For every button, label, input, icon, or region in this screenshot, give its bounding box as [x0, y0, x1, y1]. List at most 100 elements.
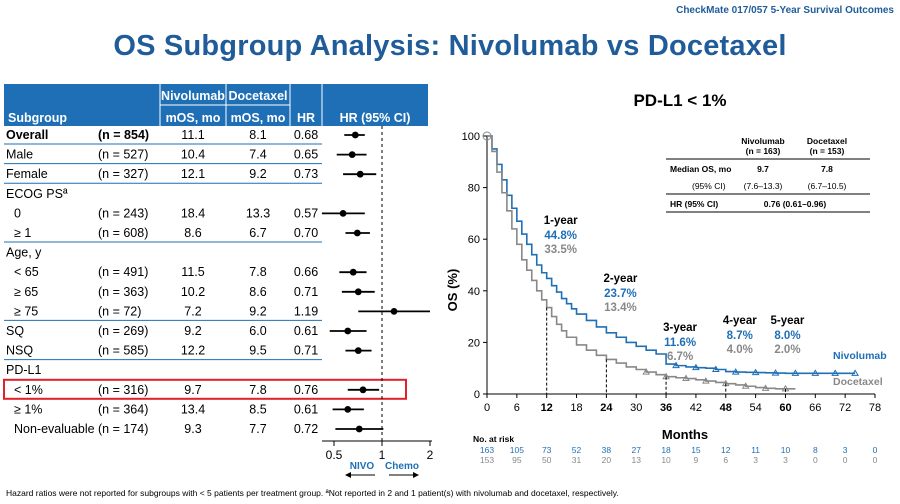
highlight-box [3, 378, 407, 400]
row-label: ≥ 1 [14, 226, 31, 240]
row-n: (n = 269) [98, 324, 148, 338]
sum-ci-label: (95% CI) [692, 181, 726, 191]
row-nivo-mos: 8.6 [184, 226, 201, 240]
at-risk-doce: 3 [753, 455, 758, 465]
x-tick-label: 6 [514, 402, 520, 414]
sum-doce-n: (n = 153) [810, 146, 845, 156]
row-doce-mos: 8.1 [249, 128, 266, 142]
at-risk-doce: 31 [572, 455, 582, 465]
row-hr: 1.19 [294, 304, 318, 318]
x-tick-label: 48 [720, 402, 732, 414]
row-nivo-mos: 18.4 [181, 206, 205, 220]
at-risk-nivo: 105 [510, 445, 524, 455]
at-risk-doce: 0 [873, 455, 878, 465]
milestone-doce: 4.0% [727, 344, 753, 356]
censor-mark [672, 361, 680, 369]
milestone-label: 4-year [723, 315, 757, 327]
at-risk-nivo: 15 [691, 445, 701, 455]
row-hr: 0.61 [294, 324, 318, 338]
milestone-nivo: 44.8% [544, 230, 577, 242]
row-hr: 0.57 [294, 206, 318, 220]
milestone-nivo: 8.0% [774, 330, 800, 342]
row-n: (n = 174) [98, 422, 148, 436]
col-subgroup: Subgroup [8, 111, 67, 125]
forest-plot: Nivolumab Docetaxel Subgroup mOS, mo mOS… [3, 84, 434, 478]
row-n: (n = 363) [98, 285, 148, 299]
col-hr: HR [297, 111, 315, 125]
censor-mark [771, 369, 780, 376]
hr-point [356, 170, 364, 178]
at-risk-doce: 95 [512, 455, 522, 465]
row-doce-mos: 8.5 [249, 402, 266, 416]
row-n: (n = 243) [98, 206, 148, 220]
at-risk-nivo: 10 [781, 445, 791, 455]
row-doce-mos: 7.8 [249, 265, 266, 279]
hr-point [344, 327, 352, 335]
row-hr: 0.76 [294, 383, 318, 397]
row-doce-mos: 7.4 [249, 148, 266, 162]
at-risk-label: No. at risk [473, 434, 514, 444]
censor-mark [751, 368, 760, 376]
censor-mark [741, 382, 750, 389]
row-hr: 0.65 [294, 148, 318, 162]
censor-mark [692, 363, 700, 371]
at-risk-nivo: 3 [843, 445, 848, 455]
km-ylabel: OS (%) [445, 269, 460, 312]
row-label: Non-evaluable [14, 422, 95, 436]
row-doce-mos: 9.2 [249, 167, 266, 181]
hr-point [353, 229, 361, 237]
x-tick-label: 18 [570, 402, 582, 414]
row-nivo-mos: 12.1 [181, 167, 205, 181]
at-risk-nivo: 11 [751, 445, 760, 455]
row-label: ≥ 65 [14, 285, 38, 299]
milestone-label: 2-year [603, 273, 637, 285]
row-n: (n = 316) [98, 383, 148, 397]
at-risk-doce: 6 [723, 455, 728, 465]
milestone-nivo: 23.7% [604, 288, 637, 300]
milestone-doce: 6.7% [667, 351, 693, 363]
row-hr: 0.66 [294, 265, 318, 279]
at-risk-nivo: 163 [480, 445, 494, 455]
hr-point [339, 210, 347, 217]
km-title: PD-L1 < 1% [633, 91, 726, 110]
row-hr: 0.72 [294, 422, 318, 436]
censor-mark [682, 374, 690, 382]
hr-point [359, 386, 367, 394]
at-risk-nivo: 0 [873, 445, 878, 455]
col-docetaxel: Docetaxel [228, 89, 287, 103]
at-risk-doce: 50 [542, 455, 552, 465]
censor-mark [731, 368, 740, 375]
row-hr: 0.61 [294, 402, 318, 416]
row-doce-mos: 7.7 [249, 422, 266, 436]
at-risk-doce: 0 [813, 455, 818, 465]
row-label: < 1% [14, 383, 43, 397]
row-hr: 0.73 [294, 167, 318, 181]
censor-mark [811, 369, 820, 376]
milestone-label: 1-year [544, 215, 578, 227]
hr-point [390, 308, 398, 315]
row-doce-mos: 13.3 [246, 206, 270, 220]
sum-doce-header: Docetaxel [807, 136, 847, 146]
y-tick-label: 40 [468, 286, 480, 298]
censor-mark [851, 369, 859, 376]
col-doce-mos: mOS, mo [231, 111, 286, 125]
hr-point [348, 151, 356, 158]
row-label: PD-L1 [6, 363, 41, 377]
at-risk-doce: 13 [631, 455, 641, 465]
row-nivo-mos: 13.4 [181, 402, 205, 416]
row-label: SQ [6, 324, 24, 338]
row-nivo-mos: 9.3 [184, 422, 201, 436]
milestone-nivo: 11.6% [664, 337, 696, 349]
at-risk-doce: 10 [661, 455, 671, 465]
row-n: (n = 527) [98, 148, 148, 162]
series-line-docetaxel [487, 135, 796, 390]
milestone-doce: 13.4% [604, 302, 637, 314]
row-hr: 0.71 [294, 344, 318, 358]
at-risk-doce: 3 [783, 455, 788, 465]
at-risk-nivo: 73 [542, 445, 552, 455]
x-tick-label: 42 [690, 402, 702, 414]
at-risk-nivo: 12 [721, 445, 731, 455]
at-risk-doce: 20 [602, 455, 612, 465]
row-label: NSQ [6, 344, 33, 358]
km-xlabel: Months [662, 427, 708, 442]
